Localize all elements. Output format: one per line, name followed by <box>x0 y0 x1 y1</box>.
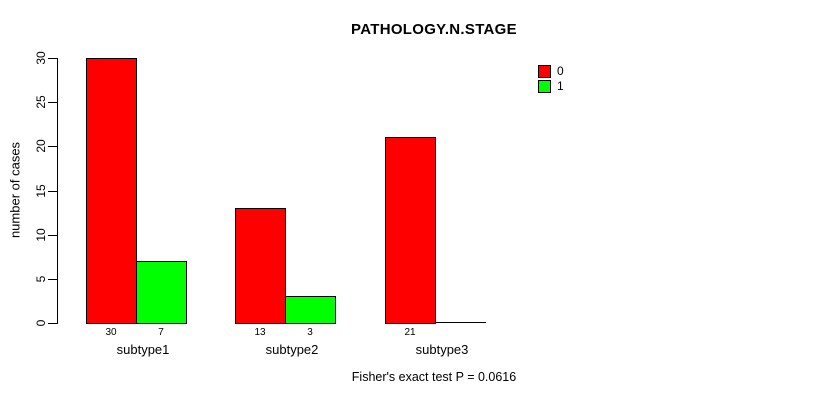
bar-value-label: 7 <box>158 327 164 338</box>
legend-entry: 0 <box>538 64 564 79</box>
bar-subtype2-series-1 <box>285 296 336 324</box>
legend-entry: 1 <box>538 79 564 94</box>
y-axis-tick <box>48 191 57 192</box>
bar-subtype3-series-0 <box>385 137 436 324</box>
bar-subtype2-series-0 <box>235 208 286 324</box>
legend-swatch-1 <box>538 80 551 93</box>
y-tick-label: 10 <box>34 228 48 242</box>
y-axis-tick <box>48 102 57 103</box>
y-tick-label: 30 <box>34 51 48 65</box>
legend-swatch-0 <box>538 65 551 78</box>
y-axis-tick <box>48 146 57 147</box>
bar-subtype1-series-0 <box>86 58 137 324</box>
x-category-label: subtype3 <box>415 342 469 357</box>
bar-value-label: 3 <box>307 327 313 338</box>
annotation-caption: Fisher's exact test P = 0.0616 <box>351 370 517 384</box>
y-axis-label: number of cases <box>7 141 23 239</box>
bar-value-label: 21 <box>404 327 416 338</box>
y-tick-label: 20 <box>34 139 48 153</box>
y-tick-label: 25 <box>34 95 48 109</box>
y-axis-tick <box>48 58 57 59</box>
bar-subtype3-series-1 <box>435 322 486 323</box>
legend-entry-label: 0 <box>557 64 564 78</box>
bar-subtype1-series-1 <box>136 261 187 324</box>
y-tick-label: 15 <box>34 184 48 198</box>
chart-title: PATHOLOGY.N.STAGE <box>351 21 517 38</box>
y-tick-label: 5 <box>34 275 48 283</box>
x-category-label: subtype2 <box>265 342 319 357</box>
y-axis-tick <box>48 235 57 236</box>
legend-entry-label: 1 <box>557 79 564 93</box>
bar-value-label: 13 <box>254 327 266 338</box>
bar-value-label: 30 <box>105 327 117 338</box>
y-axis-tick <box>48 279 57 280</box>
y-axis-line <box>57 58 58 324</box>
y-axis-tick <box>48 323 57 324</box>
x-category-label: subtype1 <box>116 342 170 357</box>
y-tick-label: 0 <box>34 319 48 327</box>
